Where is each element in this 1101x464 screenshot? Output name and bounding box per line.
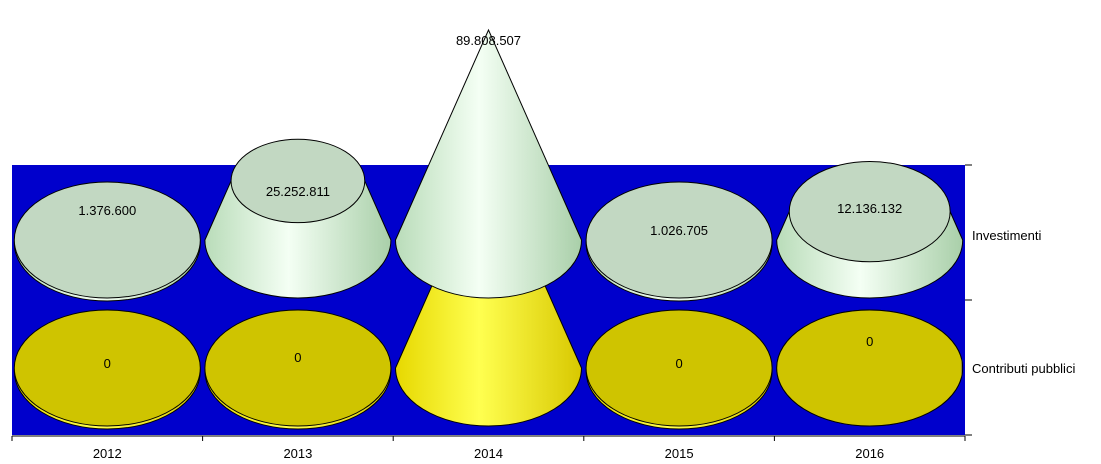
data-label-investimenti-2014: 89.808.507 xyxy=(456,33,521,48)
data-label-investimenti-2012: 1.376.600 xyxy=(78,203,136,218)
series-contributi-pubblici: 0078.470.63000 xyxy=(13,176,964,430)
cone-contributi-pubblici-2016 xyxy=(776,309,962,427)
data-label-contributi-pubblici-2015: 0 xyxy=(675,356,682,371)
data-label-investimenti-2015: 1.026.705 xyxy=(650,223,708,238)
x-tick-label-2015: 2015 xyxy=(665,446,694,461)
cone-contributi-pubblici-2014 xyxy=(394,184,583,427)
legend-label-investimenti: Investimenti xyxy=(972,228,1041,243)
cone-investimenti-2014 xyxy=(394,28,583,299)
cone-contributi-pubblici-2012 xyxy=(13,309,201,427)
x-tick-label-2012: 2012 xyxy=(93,446,122,461)
x-axis-labels: 2012 2013 2014 2015 2016 xyxy=(93,446,884,461)
x-tick-label-2016: 2016 xyxy=(855,446,884,461)
axis-ticks xyxy=(12,164,972,437)
data-label-investimenti-2016: 12.136.132 xyxy=(837,201,902,216)
legend-label-contributi-pubblici: Contributi pubblici xyxy=(972,361,1075,376)
cone-investimenti-2015 xyxy=(585,181,773,299)
x-tick-label-2014: 2014 xyxy=(474,446,503,461)
cone-contributi-pubblici-2015 xyxy=(585,309,773,427)
data-label-contributi-pubblici-2016: 0 xyxy=(866,334,873,349)
data-label-contributi-pubblici-2013: 0 xyxy=(294,350,301,365)
x-tick-label-2013: 2013 xyxy=(283,446,312,461)
series-investimenti: 1.376.600 25.252.811 89.808.507 1.026.705 12… xyxy=(13,28,964,302)
cone-investimenti-2012 xyxy=(13,181,201,299)
cone-top-investimenti-2013 xyxy=(230,138,366,224)
cone-contributi-pubblici-2013 xyxy=(204,309,392,427)
x-axis-ticks xyxy=(11,436,966,441)
cone-top-investimenti-2016 xyxy=(788,160,951,263)
data-label-investimenti-2013: 25.252.811 xyxy=(266,184,330,199)
data-label-contributi-pubblici-2012: 0 xyxy=(104,356,111,371)
